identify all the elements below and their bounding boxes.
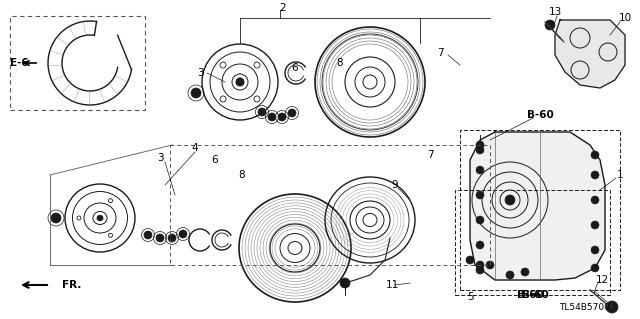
Text: 8: 8 xyxy=(337,58,343,68)
Circle shape xyxy=(591,264,599,272)
Text: 3: 3 xyxy=(157,153,163,163)
Bar xyxy=(10,16,145,110)
Text: 4: 4 xyxy=(192,143,198,153)
Text: 10: 10 xyxy=(618,13,632,23)
Text: 6: 6 xyxy=(212,155,218,165)
Circle shape xyxy=(476,191,484,199)
Circle shape xyxy=(278,113,286,121)
Bar xyxy=(455,190,610,295)
Text: 9: 9 xyxy=(392,180,398,190)
Circle shape xyxy=(505,195,515,205)
Text: B-60: B-60 xyxy=(516,290,543,300)
Circle shape xyxy=(51,213,61,223)
Bar xyxy=(460,130,620,290)
Circle shape xyxy=(591,171,599,179)
Polygon shape xyxy=(470,132,605,280)
Text: B-60: B-60 xyxy=(522,290,548,300)
Text: 7: 7 xyxy=(436,48,444,58)
Text: 1: 1 xyxy=(617,170,623,180)
Text: 5: 5 xyxy=(467,292,474,302)
Circle shape xyxy=(466,256,474,264)
Ellipse shape xyxy=(97,215,103,221)
Circle shape xyxy=(486,261,494,269)
Circle shape xyxy=(268,113,276,121)
Circle shape xyxy=(476,216,484,224)
Circle shape xyxy=(521,268,529,276)
Circle shape xyxy=(340,278,350,288)
Circle shape xyxy=(591,246,599,254)
Text: 7: 7 xyxy=(427,150,433,160)
Circle shape xyxy=(606,301,618,313)
Text: 8: 8 xyxy=(239,170,245,180)
Circle shape xyxy=(476,141,484,149)
Text: B-60: B-60 xyxy=(527,110,554,120)
Circle shape xyxy=(476,241,484,249)
Circle shape xyxy=(591,196,599,204)
Circle shape xyxy=(476,146,484,154)
Circle shape xyxy=(288,109,296,117)
Circle shape xyxy=(144,231,152,239)
Text: TL54B5700: TL54B5700 xyxy=(559,303,610,313)
Text: E-6: E-6 xyxy=(10,58,29,68)
Text: 13: 13 xyxy=(548,7,562,17)
Circle shape xyxy=(476,261,484,269)
Circle shape xyxy=(156,234,164,242)
Text: 12: 12 xyxy=(595,275,609,285)
Text: 6: 6 xyxy=(292,63,298,73)
Circle shape xyxy=(476,166,484,174)
Circle shape xyxy=(506,271,514,279)
Circle shape xyxy=(179,230,187,238)
Polygon shape xyxy=(555,20,625,88)
Circle shape xyxy=(545,20,555,30)
Text: 2: 2 xyxy=(280,3,286,13)
Circle shape xyxy=(591,221,599,229)
Circle shape xyxy=(476,266,484,274)
Circle shape xyxy=(236,78,244,86)
Circle shape xyxy=(591,151,599,159)
Text: 3: 3 xyxy=(196,68,204,78)
Text: 11: 11 xyxy=(385,280,399,290)
Text: FR.: FR. xyxy=(62,280,81,290)
Circle shape xyxy=(168,234,176,242)
Circle shape xyxy=(191,88,201,98)
Circle shape xyxy=(258,108,266,116)
